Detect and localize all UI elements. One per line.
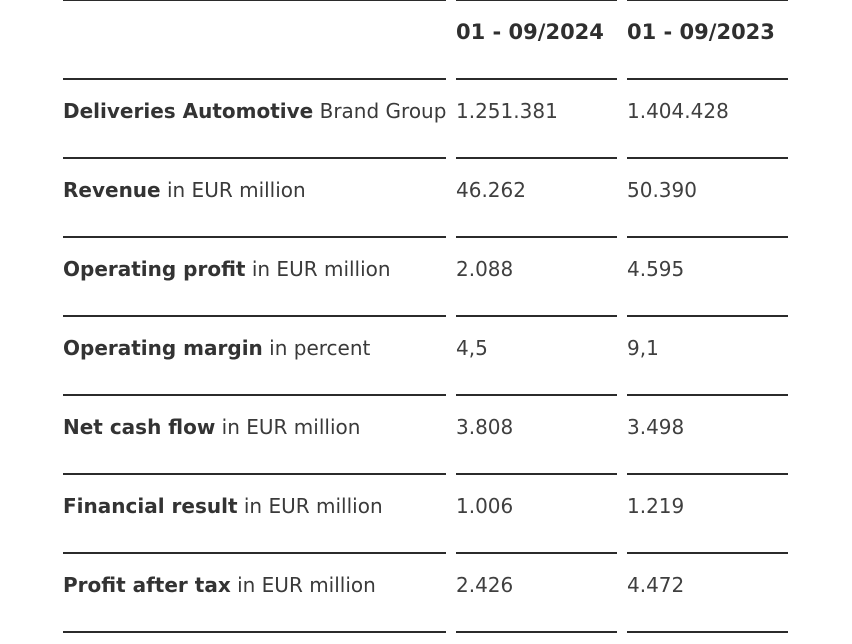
row-divider — [456, 236, 617, 238]
row-divider — [456, 315, 617, 317]
row-label-unit: in EUR million — [215, 415, 361, 439]
row-divider — [63, 78, 446, 80]
row-divider — [456, 631, 617, 633]
row-divider — [63, 473, 446, 475]
value-2024: 2.088 — [456, 257, 514, 281]
row-label-unit: in percent — [262, 336, 371, 360]
row-label: Revenue in EUR million — [63, 178, 306, 202]
value-2023: 50.390 — [627, 178, 697, 202]
row-label: Financial result in EUR million — [63, 494, 383, 518]
row-divider — [627, 473, 788, 475]
row-divider — [627, 236, 788, 238]
row-label-unit: Brand Group — [313, 99, 447, 123]
row-divider — [627, 78, 788, 80]
row-divider — [63, 157, 446, 159]
row-label-bold: Financial result — [63, 494, 238, 518]
row-label-bold: Revenue — [63, 178, 161, 202]
table-top-rule — [456, 0, 617, 1]
row-divider — [456, 473, 617, 475]
value-2023: 4.472 — [627, 573, 685, 597]
value-2024: 2.426 — [456, 573, 514, 597]
value-2024: 3.808 — [456, 415, 514, 439]
row-label: Net cash flow in EUR million — [63, 415, 360, 439]
column-header-2023: 01 - 09/2023 — [627, 20, 775, 44]
row-label-unit: in EUR million — [160, 178, 306, 202]
value-2023: 1.219 — [627, 494, 685, 518]
row-divider — [627, 552, 788, 554]
row-divider — [456, 394, 617, 396]
row-divider — [627, 157, 788, 159]
row-label: Deliveries Automotive Brand Group — [63, 99, 446, 123]
column-header-2024: 01 - 09/2024 — [456, 20, 604, 44]
row-divider — [627, 315, 788, 317]
row-label-unit: in EUR million — [245, 257, 391, 281]
row-divider — [627, 394, 788, 396]
value-2023: 1.404.428 — [627, 99, 729, 123]
value-2024: 4,5 — [456, 336, 488, 360]
row-label-bold: Profit after tax — [63, 573, 231, 597]
row-label-bold: Deliveries Automotive — [63, 99, 314, 123]
row-divider — [63, 394, 446, 396]
row-label-bold: Net cash flow — [63, 415, 216, 439]
value-2024: 1.251.381 — [456, 99, 558, 123]
row-label-unit: in EUR million — [237, 494, 383, 518]
row-divider — [627, 631, 788, 633]
value-2023: 3.498 — [627, 415, 685, 439]
row-divider — [63, 552, 446, 554]
table-top-rule — [63, 0, 446, 1]
row-divider — [63, 631, 446, 633]
row-divider — [63, 236, 446, 238]
row-label-bold: Operating margin — [63, 336, 263, 360]
value-2024: 1.006 — [456, 494, 514, 518]
row-label-bold: Operating profit — [63, 257, 246, 281]
row-divider — [456, 552, 617, 554]
row-label: Operating margin in percent — [63, 336, 370, 360]
row-divider — [456, 78, 617, 80]
row-divider — [63, 315, 446, 317]
row-label-unit: in EUR million — [230, 573, 376, 597]
value-2023: 9,1 — [627, 336, 659, 360]
row-label: Profit after tax in EUR million — [63, 573, 376, 597]
row-divider — [456, 157, 617, 159]
value-2023: 4.595 — [627, 257, 685, 281]
row-label: Operating profit in EUR million — [63, 257, 391, 281]
value-2024: 46.262 — [456, 178, 526, 202]
table-top-rule — [627, 0, 788, 1]
